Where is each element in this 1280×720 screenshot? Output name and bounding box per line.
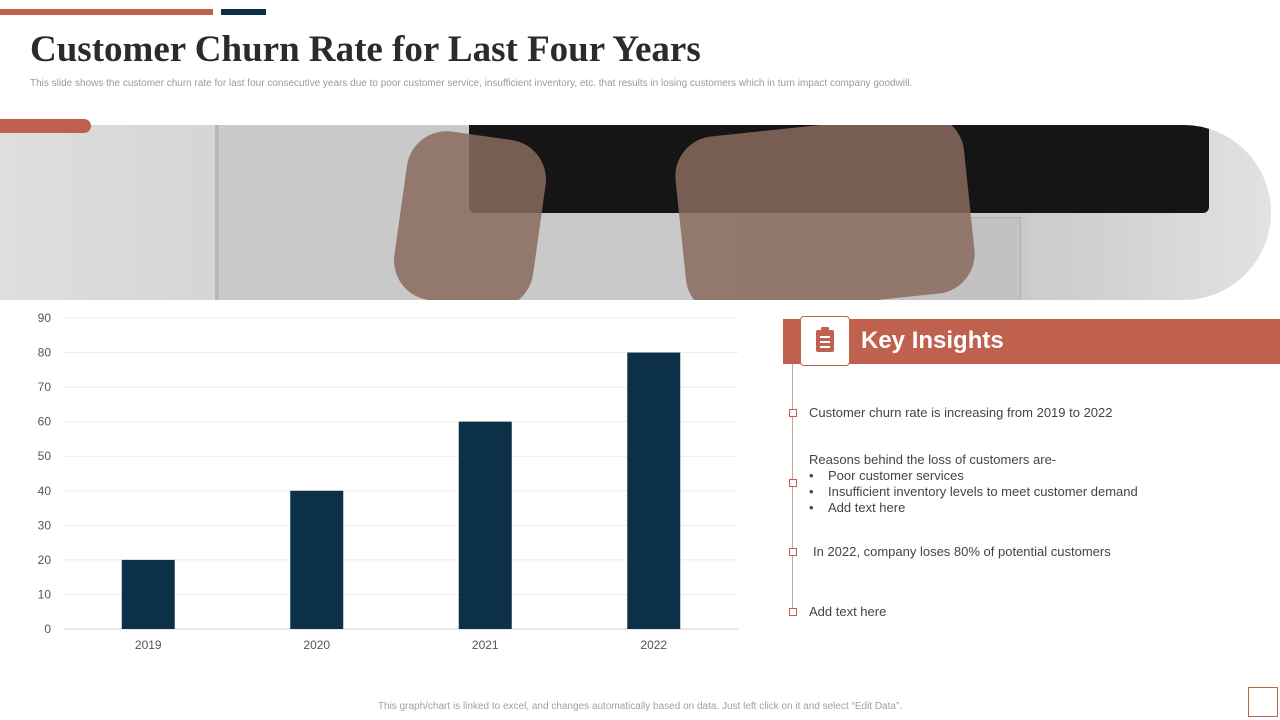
clipboard-icon-box — [800, 316, 850, 366]
insights-timeline — [792, 364, 793, 612]
y-tick-label: 20 — [38, 553, 52, 567]
bar-2021 — [458, 421, 512, 629]
corner-box — [1248, 687, 1278, 717]
y-tick-label: 30 — [38, 518, 52, 532]
y-tick-label: 90 — [38, 311, 52, 325]
insight-item-2: Reasons behind the loss of customers are… — [809, 452, 1138, 516]
x-tick-label: 2021 — [472, 638, 499, 652]
timeline-dot — [789, 479, 797, 487]
insight-item-3: In 2022, company loses 80% of potential … — [813, 544, 1111, 559]
x-tick-label: 2022 — [640, 638, 667, 652]
y-tick-label: 80 — [38, 346, 52, 360]
bar-2020 — [290, 490, 344, 629]
y-tick-label: 40 — [38, 484, 52, 498]
y-tick-label: 50 — [38, 449, 52, 463]
insight-bullet: • Add text here — [809, 500, 906, 515]
y-tick-label: 0 — [44, 622, 51, 636]
top-accent-bar — [0, 9, 213, 15]
page-title: Customer Churn Rate for Last Four Years — [30, 29, 701, 70]
insight-bullet: • Poor customer services — [809, 468, 964, 483]
x-tick-label: 2020 — [303, 638, 330, 652]
x-tick-label: 2019 — [135, 638, 162, 652]
chart-svg: 0 10 20 30 40 50 60 70 80 90 2019 2020 2021 2022 — [38, 311, 738, 652]
insight-item-4: Add text here — [809, 604, 887, 619]
bar-2022 — [627, 352, 681, 629]
insight-item-2-heading: Reasons behind the loss of customers are… — [809, 452, 1057, 467]
y-tick-label: 70 — [38, 380, 52, 394]
insight-item-1: Customer churn rate is increasing from 2… — [809, 405, 1113, 420]
y-tick-label: 10 — [38, 587, 52, 601]
left-hand-image — [388, 126, 552, 300]
insights-header — [783, 319, 1280, 364]
timeline-dot — [789, 409, 797, 417]
insight-bullet: • Insufficient inventory levels to meet c… — [809, 484, 1138, 499]
top-accent-bar-navy — [221, 9, 266, 15]
bar-2019 — [121, 559, 175, 629]
clipboard-icon — [816, 327, 834, 352]
accent-pill — [0, 119, 91, 133]
timeline-dot — [789, 548, 797, 556]
footer-note: This graph/chart is linked to excel, and… — [377, 701, 903, 712]
churn-bar-chart[interactable]: 0 10 20 30 40 50 60 70 80 90 2019 2020 2021 2022 — [0, 305, 760, 665]
timeline-dot — [789, 608, 797, 616]
insights-title: Key Insights — [861, 327, 1004, 354]
right-hand-image — [671, 125, 979, 300]
y-tick-label: 60 — [38, 415, 52, 429]
keyboard-photo-banner — [0, 125, 1271, 300]
page-subtitle: This slide shows the customer churn rate… — [30, 78, 913, 89]
